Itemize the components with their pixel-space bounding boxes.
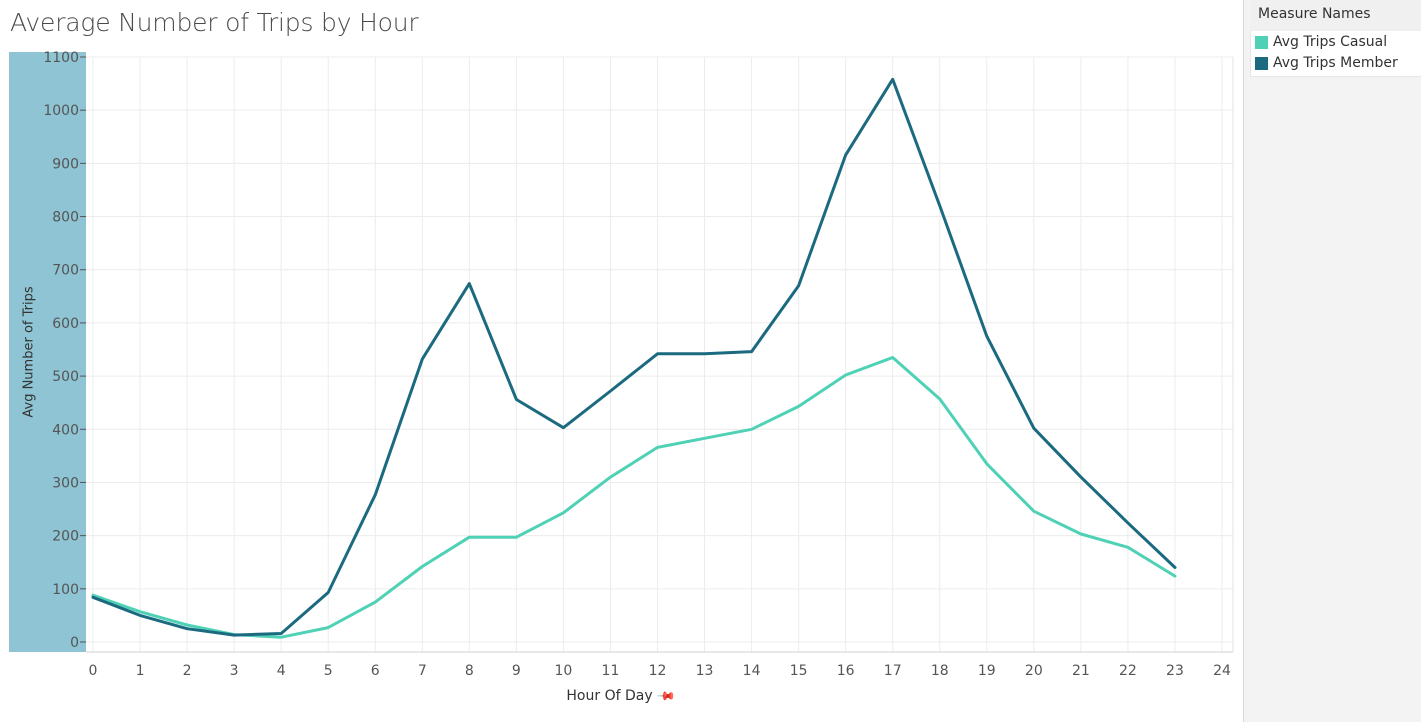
y-axis-panel bbox=[9, 52, 86, 652]
legend-title-bar bbox=[1250, 0, 1421, 31]
x-tick-label: 1 bbox=[136, 663, 145, 679]
y-tick-label: 100 bbox=[52, 582, 79, 598]
chart-title: Average Number of Trips by Hour bbox=[10, 8, 419, 37]
x-tick-label: 23 bbox=[1166, 663, 1184, 679]
grid-lines bbox=[86, 56, 1233, 652]
legend-swatch-casual bbox=[1255, 35, 1268, 49]
legend-item-member[interactable]: Avg Trips Member bbox=[1255, 55, 1398, 71]
x-tick-label: 3 bbox=[230, 663, 239, 679]
legend-panel bbox=[1243, 0, 1421, 722]
x-tick-label: 11 bbox=[602, 663, 620, 679]
series-lines bbox=[91, 77, 1177, 639]
legend-label-member: Avg Trips Member bbox=[1273, 55, 1398, 71]
x-tick-label: 20 bbox=[1025, 663, 1043, 679]
x-tick-label: 13 bbox=[696, 663, 714, 679]
legend-item-casual[interactable]: Avg Trips Casual bbox=[1255, 34, 1387, 50]
legend-title: Measure Names bbox=[1258, 6, 1371, 22]
x-tick-label: 12 bbox=[649, 663, 667, 679]
y-tick-label: 1000 bbox=[43, 103, 79, 119]
x-tick-label: 7 bbox=[418, 663, 427, 679]
x-tick-label: 0 bbox=[89, 663, 98, 679]
x-tick-label: 22 bbox=[1119, 663, 1137, 679]
y-tick-label: 300 bbox=[52, 475, 79, 491]
x-tick-label: 9 bbox=[512, 663, 521, 679]
x-tick-label: 15 bbox=[790, 663, 808, 679]
x-tick-label: 21 bbox=[1072, 663, 1090, 679]
x-axis-title: Hour Of Day 📌 bbox=[0, 685, 1240, 707]
y-tick-label: 600 bbox=[52, 316, 79, 332]
y-tick-label: 200 bbox=[52, 529, 79, 545]
legend-swatch-member bbox=[1255, 56, 1268, 70]
x-tick-label: 19 bbox=[978, 663, 996, 679]
y-tick-labels: 0 100 200 300 400 500 600 700 800 900 1000 1100 bbox=[43, 50, 86, 651]
y-tick-label: 700 bbox=[52, 263, 79, 279]
x-tick-label: 2 bbox=[183, 663, 192, 679]
x-tick-label: 16 bbox=[837, 663, 855, 679]
series-line-casual bbox=[91, 356, 1177, 639]
x-tick-label: 24 bbox=[1213, 663, 1231, 679]
axes bbox=[86, 57, 1234, 653]
y-tick-label: 400 bbox=[52, 422, 79, 438]
x-axis-label: Hour Of Day bbox=[566, 688, 653, 704]
x-tick-label: 6 bbox=[371, 663, 380, 679]
pin-icon[interactable]: 📌 bbox=[655, 685, 677, 707]
legend-label-casual: Avg Trips Casual bbox=[1273, 34, 1388, 50]
y-tick-label: 500 bbox=[52, 369, 79, 385]
x-tick-label: 4 bbox=[277, 663, 286, 679]
x-tick-label: 18 bbox=[931, 663, 949, 679]
x-tick-label: 8 bbox=[465, 663, 474, 679]
x-tick-label: 17 bbox=[884, 663, 902, 679]
x-tick-labels: 0 1 2 3 4 5 6 7 8 9 10 11 12 13 14 15 16 17 18 19 20 21 22 23 24 bbox=[89, 663, 1231, 679]
series-line-member bbox=[91, 77, 1177, 637]
x-tick-label: 5 bbox=[324, 663, 333, 679]
x-tick-label: 14 bbox=[743, 663, 761, 679]
y-tick-label: 900 bbox=[52, 156, 79, 172]
y-tick-label: 1100 bbox=[43, 50, 79, 66]
y-tick-label: 0 bbox=[70, 635, 79, 651]
x-tick-label: 10 bbox=[555, 663, 573, 679]
y-tick-label: 800 bbox=[52, 210, 79, 226]
